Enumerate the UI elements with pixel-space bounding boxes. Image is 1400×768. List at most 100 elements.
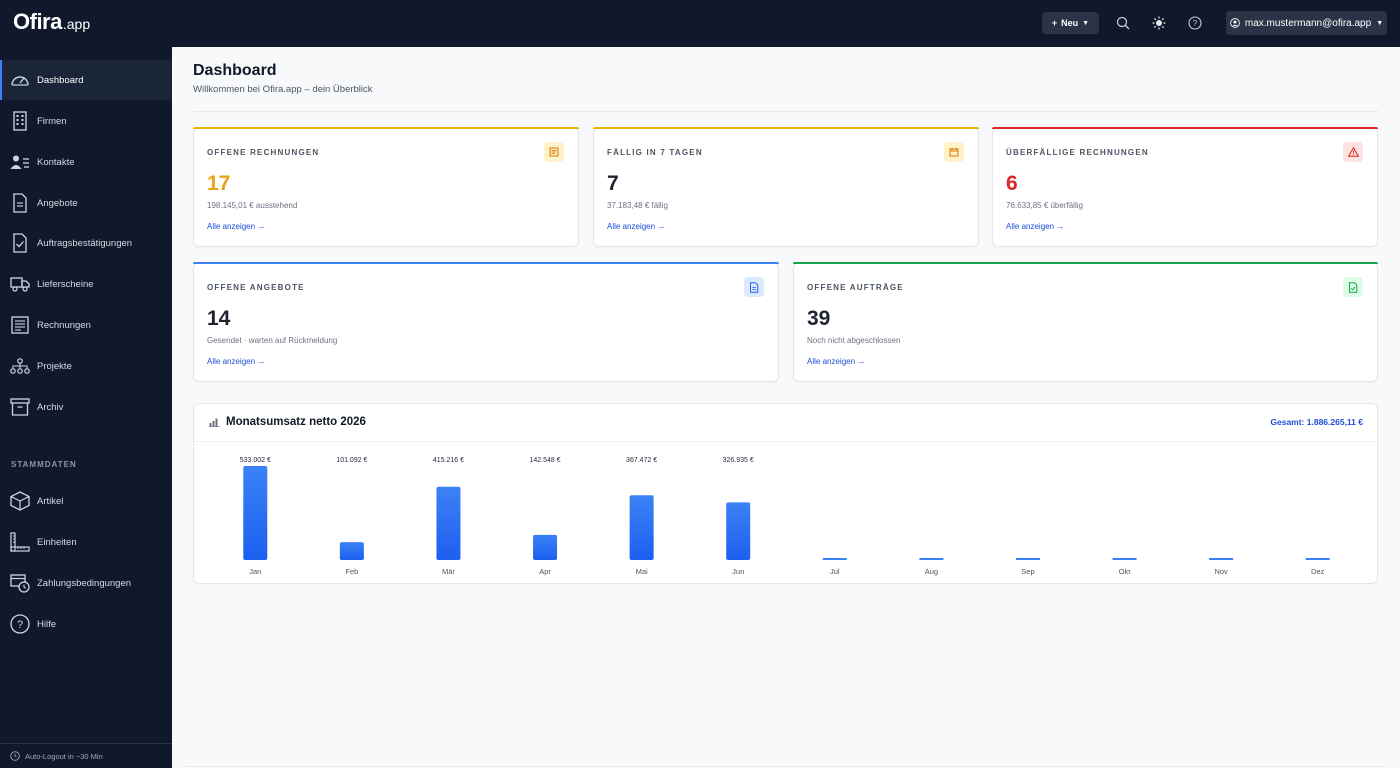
show-all-link[interactable]: Alle anzeigen → <box>607 222 666 231</box>
new-button-label: Neu <box>1061 18 1079 28</box>
card-description: Noch nicht abgeschlossen <box>807 336 901 345</box>
sidebar-item-zahlungsbedingungen[interactable]: Zahlungsbedingungen <box>0 563 172 603</box>
app-logo[interactable]: Ofira .app <box>13 9 90 35</box>
warning-icon <box>1343 142 1363 162</box>
card-label: OFFENE RECHNUNGEN <box>207 148 320 157</box>
show-all-link[interactable]: Alle anzeigen → <box>1006 222 1065 231</box>
bar-jul[interactable] <box>822 558 847 560</box>
month-label: Nov <box>1214 567 1228 576</box>
user-circle-icon <box>1230 18 1240 28</box>
page-subtitle: Willkommen bei Ofira.app – dein Überblic… <box>193 84 373 95</box>
sidebar-item-archiv[interactable]: Archiv <box>0 387 172 427</box>
card-accent-border <box>593 127 979 129</box>
month-label: Okt <box>1119 567 1132 576</box>
sidebar-item-dashboard[interactable]: Dashboard <box>0 60 172 100</box>
bar-jan[interactable] <box>243 466 268 560</box>
sidebar-item-label: Auftragsbestätigungen <box>37 237 133 249</box>
sidebar-item-label: Angebote <box>37 197 78 209</box>
card-value: 7 <box>607 172 619 195</box>
card-value: 39 <box>807 307 831 330</box>
sidebar-item-label: Hilfe <box>37 618 57 630</box>
help-icon: ? <box>10 614 30 634</box>
help-circle-icon[interactable]: ? <box>1186 14 1204 32</box>
users-icon <box>10 152 30 172</box>
card-value: 17 <box>207 172 231 195</box>
sidebar-item-label: Archiv <box>37 401 64 413</box>
show-all-link[interactable]: Alle anzeigen → <box>807 357 866 366</box>
card-accent-border <box>992 127 1378 129</box>
bar-value-label: 101.092 € <box>336 457 367 464</box>
sidebar-item-label: Projekte <box>37 360 72 372</box>
card-offene-angebote: OFFENE ANGEBOTE 14 Gesendet · warten auf… <box>193 262 779 382</box>
bar-value-label: 533.002 € <box>240 457 271 464</box>
document-icon <box>744 277 764 297</box>
sidebar: Dashboard Firmen Kontakte Angebote Auftr… <box>0 47 172 768</box>
sidebar-item-lieferscheine[interactable]: Lieferscheine <box>0 264 172 304</box>
user-menu-button[interactable]: max.mustermann@ofira.app ▼ <box>1226 11 1387 35</box>
receipt-icon <box>10 315 30 335</box>
month-label: Aug <box>925 567 938 576</box>
month-label: Apr <box>539 567 551 576</box>
card-description: Gesendet · warten auf Rückmeldung <box>207 336 338 345</box>
sidebar-item-label: Dashboard <box>37 74 84 86</box>
card-offene-auftraege: OFFENE AUFTRÄGE 39 Noch nicht abgeschlos… <box>793 262 1378 382</box>
month-label: Sep <box>1021 567 1034 576</box>
truck-icon <box>10 274 30 294</box>
sidebar-item-artikel[interactable]: Artikel <box>0 481 172 521</box>
bar-okt[interactable] <box>1112 558 1137 560</box>
card-label: OFFENE AUFTRÄGE <box>807 283 904 292</box>
bar-value-label: 326.935 € <box>723 457 754 464</box>
bottom-divider <box>186 766 1386 767</box>
bar-aug[interactable] <box>919 558 944 560</box>
sidebar-item-projekte[interactable]: Projekte <box>0 346 172 386</box>
sidebar-item-auftragsbestaetigungen[interactable]: Auftragsbestätigungen <box>0 223 172 263</box>
bar-value-label: 415.216 € <box>433 457 464 464</box>
card-label: ÜBERFÄLLIGE RECHNUNGEN <box>1006 148 1149 157</box>
bar-feb[interactable] <box>339 542 364 560</box>
month-label: Feb <box>345 567 358 576</box>
document-check-icon <box>10 233 30 253</box>
payment-terms-icon <box>10 573 30 593</box>
sidebar-item-angebote[interactable]: Angebote <box>0 183 172 223</box>
card-offene-rechnungen: OFFENE RECHNUNGEN 17 198.145,01 € ausste… <box>193 127 579 247</box>
document-check-icon <box>1343 277 1363 297</box>
building-icon <box>10 111 30 131</box>
bar-sep[interactable] <box>1015 558 1040 560</box>
card-description: 198.145,01 € ausstehend <box>207 201 298 210</box>
bar-apr[interactable] <box>533 534 558 560</box>
month-label: Dez <box>1311 567 1325 576</box>
month-label: Jun <box>732 567 744 576</box>
calendar-icon <box>944 142 964 162</box>
sidebar-item-label: Firmen <box>37 115 67 127</box>
sidebar-item-kontakte[interactable]: Kontakte <box>0 142 172 182</box>
sidebar-item-firmen[interactable]: Firmen <box>0 101 172 141</box>
bar-dez[interactable] <box>1305 558 1330 560</box>
page-title: Dashboard <box>193 62 277 79</box>
show-all-link[interactable]: Alle anzeigen → <box>207 357 266 366</box>
svg-text:?: ? <box>17 619 23 631</box>
ruler-icon <box>10 532 30 552</box>
sidebar-item-rechnungen[interactable]: Rechnungen <box>0 305 172 345</box>
document-icon <box>10 193 30 213</box>
sidebar-item-einheiten[interactable]: Einheiten <box>0 522 172 562</box>
month-label: Mai <box>636 567 648 576</box>
show-all-link[interactable]: Alle anzeigen → <box>207 222 266 231</box>
search-icon[interactable] <box>1114 14 1132 32</box>
sidebar-item-hilfe[interactable]: ? Hilfe <box>0 604 172 644</box>
bar-mär[interactable] <box>436 486 461 560</box>
card-ueberfaellige-rechnungen: ÜBERFÄLLIGE RECHNUNGEN 6 76.633,85 € übe… <box>992 127 1378 247</box>
month-label: Jan <box>249 567 261 576</box>
card-value: 14 <box>207 307 231 330</box>
theme-toggle-icon[interactable] <box>1150 14 1168 32</box>
sidebar-item-label: Artikel <box>37 495 64 507</box>
bar-value-label: 367.472 € <box>626 457 657 464</box>
archive-icon <box>10 397 30 417</box>
bar-jun[interactable] <box>726 502 751 560</box>
monthly-revenue-bar-chart: 533.002 € Jan 101.092 € Feb 415.216 € Mär 142.… <box>240 457 1330 576</box>
bar-mai[interactable] <box>629 495 654 560</box>
card-value: 6 <box>1006 172 1018 195</box>
auto-logout-text: Auto-Logout in ~30 Min <box>25 751 103 761</box>
card-label: OFFENE ANGEBOTE <box>207 283 305 292</box>
bar-nov[interactable] <box>1209 558 1234 560</box>
new-button[interactable]: + Neu ▼ <box>1042 12 1099 34</box>
